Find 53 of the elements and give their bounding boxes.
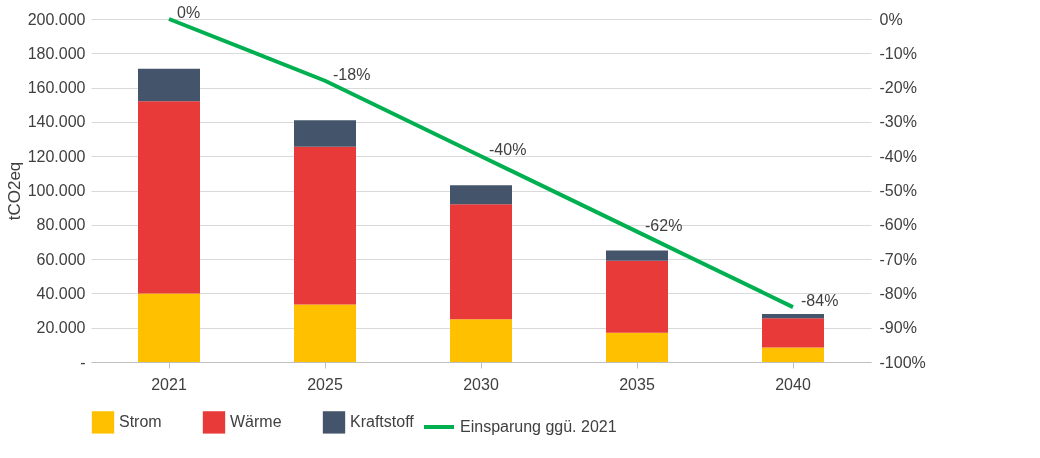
bar	[138, 68, 200, 102]
legend-label: Wärme	[230, 413, 282, 431]
legend-label: Kraftstoff	[350, 413, 415, 431]
bar	[606, 332, 668, 362]
y-tick-label: -	[80, 353, 86, 371]
y2-tick-label: -30%	[879, 113, 917, 131]
y-tick-label: 20.000	[36, 319, 86, 337]
bar	[450, 185, 512, 205]
data-label: -62%	[645, 216, 683, 234]
y-axis-title: tCO2eq	[4, 161, 24, 221]
data-label: 0%	[177, 4, 201, 21]
y-tick-label: 80.000	[36, 216, 86, 234]
bar	[294, 120, 356, 147]
bar	[606, 250, 668, 261]
legend-label: Strom	[119, 413, 162, 431]
x-tick-label: 2025	[307, 375, 343, 393]
legend-label: Einsparung ggü. 2021	[460, 418, 617, 435]
bar	[762, 347, 824, 362]
x-tick-label: 2021	[151, 375, 187, 393]
y2-tick-label: -50%	[879, 182, 917, 199]
bar	[450, 319, 512, 362]
line-series	[167, 17, 795, 310]
data-label: -84%	[801, 292, 839, 310]
y-tick-label: 180.000	[27, 44, 86, 62]
y2-tick-label: -60%	[879, 216, 917, 234]
bar	[294, 304, 356, 362]
y-tick-label: 200.000	[27, 10, 86, 28]
y-tick-label: 100.000	[27, 182, 86, 199]
x-tick-label: 2035	[619, 375, 655, 393]
y2-tick-label: -80%	[879, 284, 917, 302]
y2-tick-label: -70%	[879, 250, 917, 268]
y-tick-label: 120.000	[27, 147, 86, 165]
bar	[450, 204, 512, 320]
bar	[762, 318, 824, 348]
data-label: -18%	[333, 65, 371, 83]
data-label: -40%	[489, 141, 527, 159]
y2-tick-label: -90%	[879, 319, 917, 337]
x-tick-label: 2030	[463, 375, 499, 393]
y2-tick-label: -20%	[879, 79, 917, 97]
x-tick-label: 2040	[775, 375, 811, 393]
bar	[294, 146, 356, 305]
bar	[762, 313, 824, 319]
bar	[606, 260, 668, 333]
y-tick-label: 60.000	[36, 250, 86, 268]
y2-tick-label: -10%	[879, 44, 917, 62]
y2-tick-label: 0%	[879, 10, 903, 28]
bar	[138, 293, 200, 362]
y-tick-label: 140.000	[27, 113, 86, 131]
y-tick-label: 160.000	[27, 79, 86, 97]
y2-tick-label: -100%	[879, 353, 926, 371]
y2-tick-label: -40%	[879, 147, 917, 165]
bar	[138, 101, 200, 294]
y-tick-label: 40.000	[36, 284, 86, 302]
